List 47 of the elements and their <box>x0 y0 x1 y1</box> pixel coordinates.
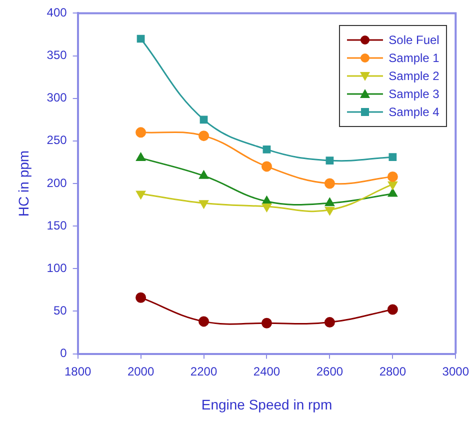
y-tick-label: 0 <box>60 346 68 360</box>
y-tick-label: 350 <box>46 48 68 62</box>
y-tick-label: 200 <box>46 176 68 190</box>
point <box>200 116 208 124</box>
y-tick-label: 400 <box>46 6 68 20</box>
point <box>388 181 398 190</box>
point <box>325 206 334 216</box>
point <box>387 304 398 315</box>
point <box>199 170 208 179</box>
point <box>199 200 208 208</box>
point <box>136 152 146 161</box>
legend-label: Sample 1 <box>388 51 440 66</box>
legend-label: Sole Fuel <box>388 33 440 48</box>
point <box>136 34 145 43</box>
point <box>261 161 272 172</box>
point <box>324 317 335 328</box>
y-tick-label: 50 <box>53 304 68 318</box>
point <box>261 318 272 328</box>
legend-label: Sample 4 <box>388 105 440 120</box>
x-tick-label: 2000 <box>127 364 154 378</box>
point <box>136 292 146 303</box>
y-tick-label: 100 <box>46 260 68 275</box>
point <box>388 188 398 197</box>
point <box>324 178 335 189</box>
point <box>325 198 334 206</box>
point <box>136 190 146 199</box>
y-tick-label: 250 <box>46 133 68 148</box>
point <box>262 203 272 212</box>
point <box>136 127 146 138</box>
x-tick-label: 2400 <box>253 364 280 378</box>
y-axis-title: HC in ppm <box>15 150 32 217</box>
y-tick-label: 300 <box>46 90 68 105</box>
x-tick-label: 3000 <box>442 364 470 378</box>
point <box>326 156 334 164</box>
point <box>388 153 397 162</box>
x-tick-label: 2200 <box>190 364 218 378</box>
point <box>198 316 210 327</box>
x-tick-label: 1800 <box>64 364 92 378</box>
point <box>262 146 271 154</box>
x-axis-title: Engine Speed in rpm <box>201 396 332 412</box>
point <box>387 171 398 182</box>
x-tick-label: 2600 <box>316 364 344 378</box>
legend-label: Sample 3 <box>388 87 440 102</box>
legend-label: Sample 2 <box>388 69 440 84</box>
point <box>198 130 210 142</box>
y-tick-label: 150 <box>46 218 68 232</box>
x-tick-label: 2800 <box>379 364 406 378</box>
